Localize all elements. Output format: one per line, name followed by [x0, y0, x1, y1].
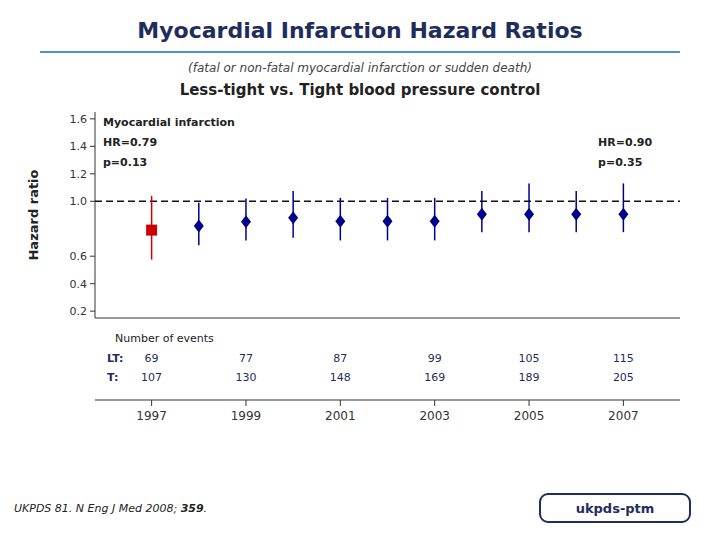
x-tick — [245, 400, 246, 406]
x-tick — [151, 400, 152, 406]
y-axis-line — [95, 112, 96, 318]
chart: Myocardial Infarction Hazard Ratios (fata… — [0, 0, 720, 540]
y-tick — [90, 256, 95, 257]
y-tick-label: 1.6 — [70, 113, 88, 126]
citation: UKPDS 81. N Eng J Med 2008; 359. — [14, 502, 207, 515]
point — [430, 215, 440, 228]
citation-part: 359 — [181, 502, 204, 515]
y-tick — [90, 146, 95, 147]
y-tick — [90, 173, 95, 174]
plot-bottom-line — [95, 317, 680, 318]
y-tick-label: 1.0 — [70, 195, 88, 208]
series — [146, 196, 157, 260]
point — [383, 215, 393, 228]
events-value: 105 — [519, 352, 540, 365]
events-value: 99 — [428, 352, 442, 365]
x-tick — [529, 400, 530, 406]
title: Myocardial Infarction Hazard Ratios — [137, 18, 582, 43]
y-tick-label: 1.4 — [70, 140, 88, 153]
x-tick-label: 1999 — [231, 409, 262, 423]
x-tick-label: 2007 — [608, 409, 639, 423]
events-value: 205 — [613, 371, 634, 384]
events-row-label: LT: — [107, 352, 124, 365]
point — [146, 225, 157, 236]
events-value: 115 — [613, 352, 634, 365]
point — [571, 208, 581, 221]
annotation: Myocardial infarction — [103, 116, 235, 129]
y-tick-label: 0.6 — [70, 250, 88, 263]
events-value: 130 — [235, 371, 256, 384]
x-axis-line — [95, 399, 680, 400]
y-tick-label: 0.2 — [70, 305, 88, 318]
logo: ukpds-ptm — [540, 494, 690, 522]
y-tick — [90, 201, 95, 202]
logo-text: ukpds-ptm — [576, 501, 655, 516]
events-row-label: T: — [107, 371, 118, 384]
citation-part: UKPDS 81. N Eng J Med 2008; — [14, 502, 181, 515]
plot-marks — [95, 183, 680, 259]
events-title: Number of events — [115, 332, 214, 345]
title-rule — [40, 51, 680, 53]
annotation: HR=0.79 — [103, 136, 157, 149]
y-tick — [90, 283, 95, 284]
citation-part: . — [204, 502, 208, 515]
x-tick-label: 2005 — [514, 409, 545, 423]
x-axis: 1997 1999 2001 2003 2005 2007 — [95, 400, 680, 423]
x-tick-label: 2003 — [419, 409, 450, 423]
x-tick — [623, 400, 624, 406]
events-table: Number of events LT: 69 77 87 99 105 115 T: 107 13… — [107, 332, 634, 384]
error-bar — [623, 183, 625, 232]
point — [477, 208, 487, 221]
x-tick — [340, 400, 341, 406]
point — [335, 215, 345, 228]
x-tick-label: 2001 — [325, 409, 356, 423]
series — [194, 183, 629, 245]
y-tick — [90, 311, 95, 312]
y-tick-label: 1.2 — [70, 168, 88, 181]
x-tick — [434, 400, 435, 406]
logo-box — [540, 494, 690, 522]
x-tick-label: 1997 — [136, 409, 167, 423]
point — [288, 211, 298, 224]
events-value: 169 — [424, 371, 445, 384]
y-axis-label: Hazard ratio — [26, 169, 41, 260]
y-tick — [90, 118, 95, 119]
point — [618, 208, 628, 221]
annotations: Myocardial infarction HR=0.79 p=0.13 HR=0.9… — [103, 116, 652, 169]
y-axis: 0.2 0.4 0.6 1.0 1.2 1.4 1.6 — [70, 112, 681, 318]
events-value: 189 — [519, 371, 540, 384]
comparison-label: Less-tight vs. Tight blood pressure cont… — [180, 81, 541, 99]
events-value: 87 — [333, 352, 347, 365]
events-value: 69 — [145, 352, 159, 365]
events-value: 148 — [330, 371, 351, 384]
annotation: HR=0.90 — [598, 136, 652, 149]
events-value: 77 — [239, 352, 253, 365]
annotation: p=0.13 — [103, 156, 147, 169]
annotation: p=0.35 — [598, 156, 642, 169]
error-bar — [528, 183, 530, 232]
events-value: 107 — [141, 371, 162, 384]
subtitle: (fatal or non-fatal myocardial infarctio… — [188, 61, 532, 75]
y-tick-label: 0.4 — [70, 278, 88, 291]
point — [241, 215, 251, 228]
point — [194, 219, 204, 232]
point — [524, 208, 534, 221]
